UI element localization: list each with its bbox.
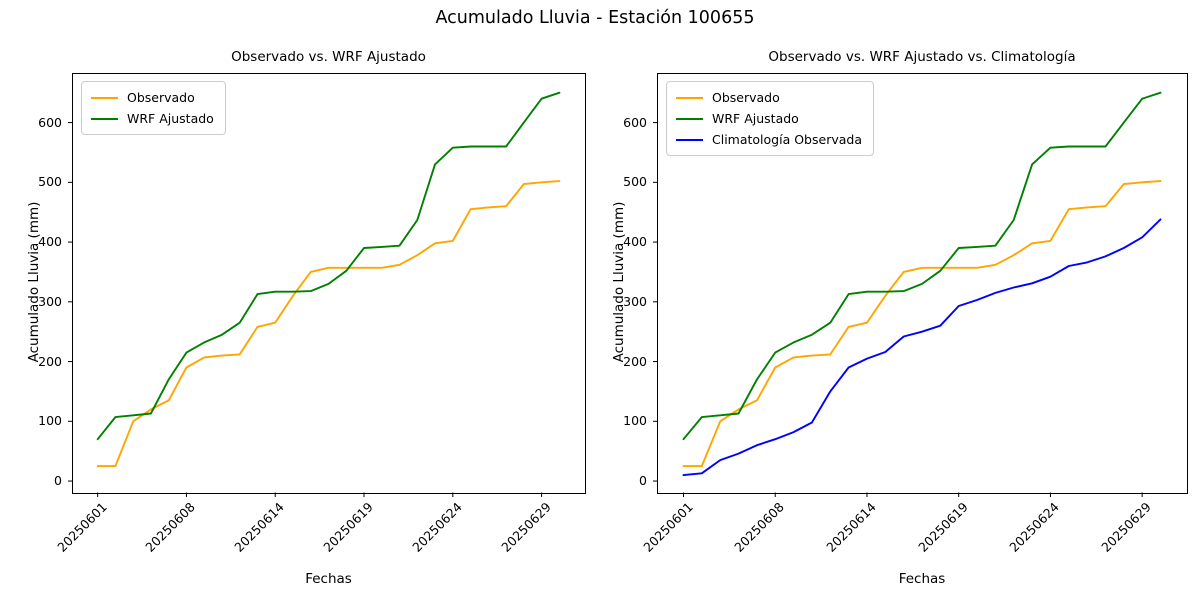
legend-entry: Observado xyxy=(91,87,214,108)
y-tick-label: 200 xyxy=(623,353,647,369)
series-line-wrf-ajustado xyxy=(682,91,1162,441)
axes-title: Observado vs. WRF Ajustado xyxy=(231,49,426,65)
legend-line-swatch-icon xyxy=(91,117,118,120)
legend: Observado WRF Ajustado Climatología Observ… xyxy=(666,81,874,156)
plot-area xyxy=(68,73,586,497)
y-tick-label: 100 xyxy=(623,413,647,429)
legend-entry: Observado xyxy=(676,87,862,108)
series-line-observado xyxy=(96,180,561,468)
y-axis-label: Acumulado Lluvia (mm) xyxy=(611,201,627,363)
legend-entry-label: WRF Ajustado xyxy=(127,111,214,126)
figure-title: Acumulado Lluvia - Estación 100655 xyxy=(435,8,755,28)
x-axis-label: Fechas xyxy=(305,571,352,587)
x-tick-label: 20250629 xyxy=(1098,499,1155,555)
y-tick-label: 600 xyxy=(623,114,647,130)
x-tick-label: 20250619 xyxy=(914,499,971,555)
axes-title: Observado vs. WRF Ajustado vs. Climatolo… xyxy=(768,49,1076,65)
legend-entry-label: Observado xyxy=(712,90,780,105)
legend-line-swatch-icon xyxy=(91,96,118,99)
legend: Observado WRF Ajustado xyxy=(81,81,226,135)
legend-entry-label: Climatología Observada xyxy=(712,132,862,147)
y-tick-label: 500 xyxy=(623,174,647,190)
axes-frame xyxy=(72,73,586,494)
legend-entry-label: WRF Ajustado xyxy=(712,111,799,126)
y-tick-label: 600 xyxy=(38,114,62,130)
x-tick-label: 20250608 xyxy=(731,499,788,555)
legend-line-swatch-icon xyxy=(676,138,703,141)
x-tick-label: 20250624 xyxy=(1006,499,1063,555)
legend-entry: Climatología Observada xyxy=(676,129,862,150)
y-tick-label: 400 xyxy=(38,234,62,250)
y-tick-label: 500 xyxy=(38,174,62,190)
x-axis-label: Fechas xyxy=(898,571,946,587)
y-tick-label: 300 xyxy=(38,293,62,309)
y-tick-label: 300 xyxy=(623,293,647,309)
axes-frame xyxy=(657,73,1188,494)
y-tick-label: 100 xyxy=(38,413,62,429)
x-tick-label: 20250614 xyxy=(823,499,879,555)
y-tick-label: 400 xyxy=(623,234,647,250)
legend-entry: WRF Ajustado xyxy=(676,108,862,129)
y-tick-label: 0 xyxy=(639,473,647,489)
plot-area xyxy=(653,73,1188,497)
y-tick-label: 0 xyxy=(54,473,62,489)
series-line-wrf-ajustado xyxy=(96,91,561,441)
series-line-observado xyxy=(682,180,1162,468)
legend-line-swatch-icon xyxy=(676,117,703,120)
legend-entry-label: Observado xyxy=(127,90,195,105)
x-tick-label: 20250601 xyxy=(639,499,696,555)
y-tick-label: 200 xyxy=(38,353,62,369)
series-line-climatolog-a-observada xyxy=(682,218,1162,477)
legend-entry: WRF Ajustado xyxy=(91,108,214,129)
legend-line-swatch-icon xyxy=(676,96,703,99)
